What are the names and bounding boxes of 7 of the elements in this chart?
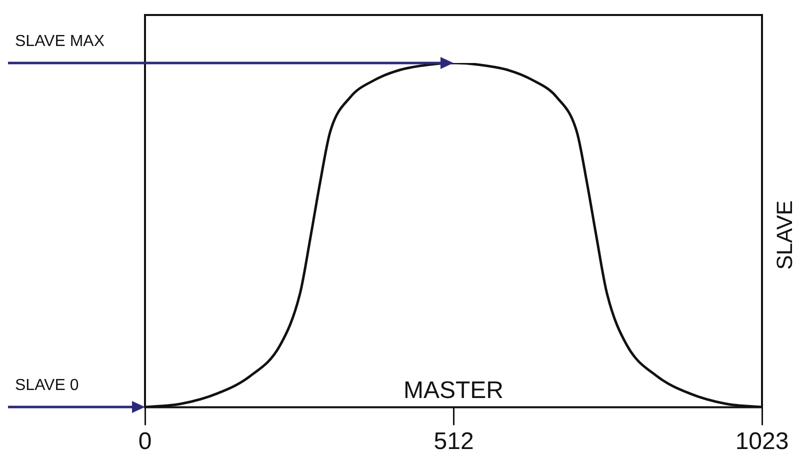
x-tick-label: 512: [434, 428, 474, 456]
text: SLAVE 0: [15, 377, 79, 396]
x-axis-title: MASTER: [403, 376, 504, 404]
y-axis-title: SLAVE: [772, 200, 798, 270]
text: SLAVE MAX: [15, 33, 105, 51]
x-tick-label: 0: [138, 428, 152, 456]
x-tick-label: 1023: [735, 428, 789, 456]
